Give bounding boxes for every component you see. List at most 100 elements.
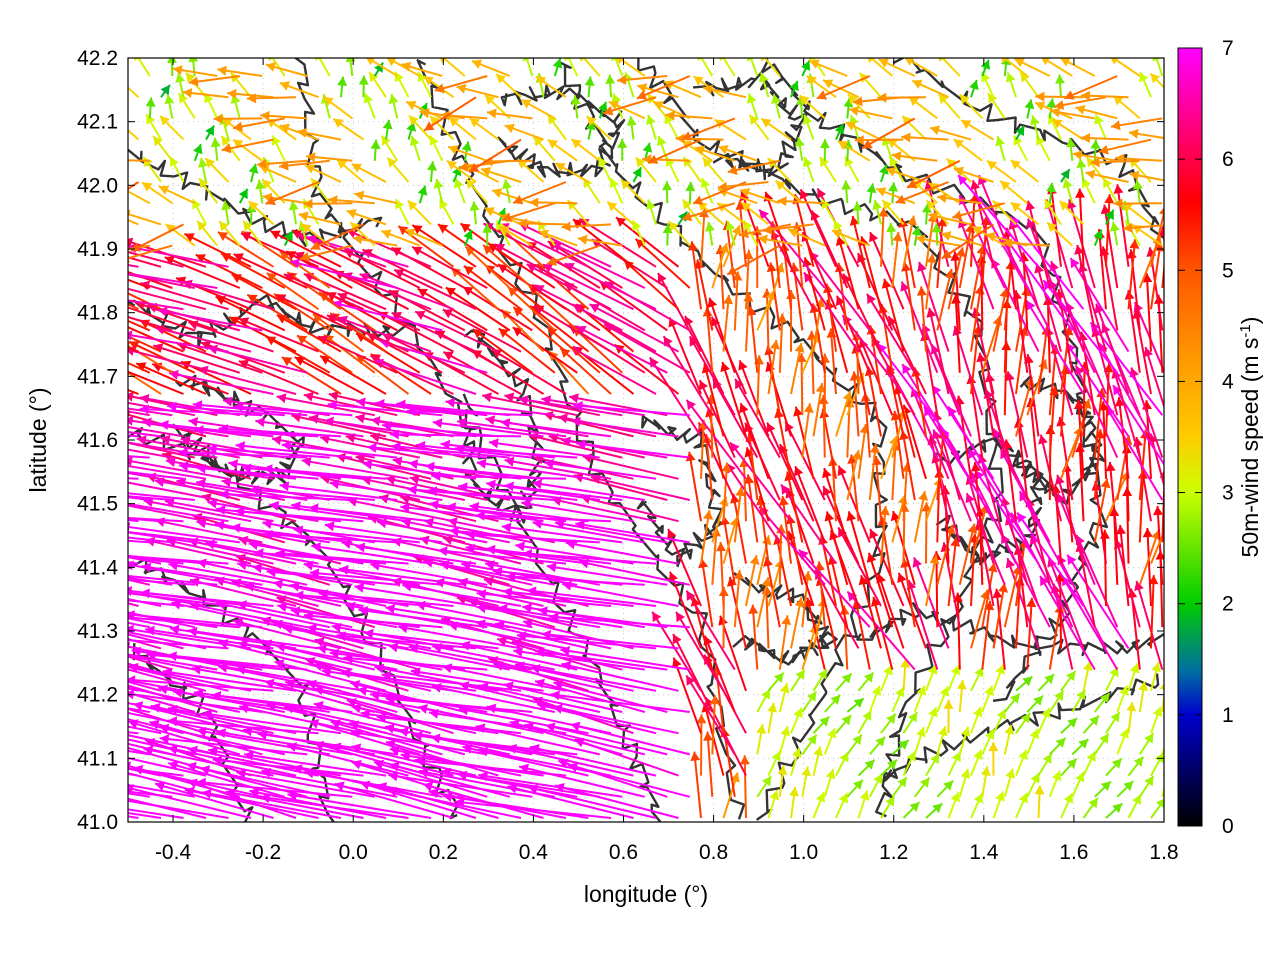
wind-arrow-shaft (367, 446, 488, 459)
wind-arrow-shaft (810, 210, 849, 289)
wind-arrow-shaft (498, 327, 556, 374)
wind-arrow-head (212, 755, 223, 766)
wind-arrow-head (854, 135, 864, 146)
wind-arrow-head (1100, 781, 1111, 792)
wind-arrow-head (1019, 491, 1029, 502)
wind-arrow-head (184, 233, 195, 243)
wind-arrow-shaft (168, 372, 274, 395)
wind-arrow-head (128, 586, 133, 596)
wind-arrow-head (848, 94, 858, 105)
wind-arrow-shaft (1015, 576, 1022, 649)
wind-arrow-shaft (1029, 534, 1074, 628)
wind-arrow-head (1090, 157, 1100, 168)
wind-arrow-head (283, 230, 293, 242)
wind-arrow-shaft (967, 448, 1029, 543)
wind-arrow-head (1132, 794, 1141, 805)
wind-arrow-shaft (765, 288, 770, 352)
wind-arrow-head (370, 690, 380, 701)
wind-arrow-shaft (749, 58, 759, 77)
wind-arrow-shaft (310, 223, 364, 251)
wind-arrow-head (857, 253, 867, 264)
wind-arrow-shaft (634, 238, 691, 289)
wind-arrow-shaft (672, 657, 702, 734)
wind-arrow-head (329, 479, 340, 490)
wind-arrow-shaft (276, 395, 375, 417)
wind-arrow-head (412, 225, 423, 235)
wind-arrow-head (400, 502, 410, 513)
wind-arrow-shaft (128, 702, 173, 713)
wind-arrow-head (219, 221, 229, 232)
wind-arrow-shaft (549, 615, 690, 629)
wind-arrow-shaft (235, 444, 353, 459)
wind-arrow-head (434, 83, 445, 94)
wind-arrow-head (771, 94, 781, 104)
wind-arrow-head (217, 65, 227, 76)
wind-arrow-shaft (271, 58, 286, 77)
wind-arrow-shaft (1015, 326, 1027, 395)
wind-arrow-head (248, 540, 259, 550)
wind-arrow-shaft (78, 203, 127, 204)
wind-arrow-shaft (947, 247, 964, 310)
wind-arrow-head (834, 262, 845, 273)
wind-arrow-head (21, 557, 31, 567)
wind-arrow-shaft (128, 370, 184, 395)
terrain-contour (693, 72, 809, 178)
wind-arrow-head (370, 416, 381, 426)
wind-arrow-head (777, 313, 787, 323)
wind-arrow-head (945, 524, 956, 535)
wind-arrow-head (1133, 179, 1143, 190)
wind-arrow-shaft (770, 230, 815, 310)
wind-arrow-head (709, 695, 720, 705)
wind-arrow-head (781, 484, 791, 495)
wind-arrow-head (998, 583, 1009, 593)
wind-arrow-shaft (1116, 184, 1130, 267)
wind-arrow-head (1099, 343, 1108, 354)
wind-arrow-head (306, 152, 316, 163)
wind-arrow-head (953, 139, 964, 149)
wind-arrow-head (414, 755, 424, 766)
wind-arrow-shaft (382, 424, 499, 438)
wind-arrow-shaft (289, 260, 398, 289)
y-tick-label: 41.4 (77, 556, 118, 579)
wind-arrow-head (358, 75, 369, 85)
wind-arrow-shaft (347, 498, 454, 523)
wind-arrow-head (128, 330, 133, 341)
wind-arrow-head (419, 108, 430, 119)
wind-arrow-head (178, 447, 188, 458)
wind-arrow-shaft (615, 216, 680, 268)
wind-arrow-head (1098, 144, 1109, 155)
wind-arrow-head (49, 346, 59, 356)
wind-arrow-head (328, 391, 339, 401)
wind-arrow-head (279, 481, 290, 492)
wind-arrow-shaft (561, 583, 679, 607)
wind-arrow-shaft (128, 668, 207, 692)
wind-arrow-head (718, 145, 729, 155)
wind-arrow-shaft (743, 755, 747, 819)
wind-arrow-shaft (1103, 204, 1119, 289)
wind-arrow-head (463, 229, 473, 241)
wind-arrow-shaft (700, 208, 706, 267)
wind-arrow-shaft (1095, 303, 1130, 395)
wind-arrow-head (849, 216, 860, 226)
wind-arrow-head (1072, 150, 1083, 160)
wind-arrow-shaft (1080, 331, 1096, 416)
wind-arrow-head (611, 93, 621, 104)
wind-arrow-shaft (17, 578, 116, 606)
wind-arrow-head (761, 577, 772, 587)
wind-arrow-head (350, 728, 361, 739)
wind-arrow-shaft (911, 387, 950, 480)
wind-arrow-shaft (128, 213, 162, 226)
wind-arrow-head (324, 521, 335, 532)
wind-arrow-head (761, 118, 772, 128)
wind-arrow-shaft (196, 560, 308, 586)
wind-arrow-shaft (1077, 399, 1085, 479)
wind-arrow-shaft (880, 303, 894, 373)
wind-arrow-head (793, 466, 804, 477)
wind-arrow-shaft (221, 479, 330, 501)
wind-arrow-head (128, 391, 134, 402)
wind-arrow-head (263, 464, 273, 475)
wind-arrow-shaft (693, 751, 702, 819)
wind-arrow-head (202, 709, 213, 720)
wind-arrow-head (159, 420, 169, 430)
